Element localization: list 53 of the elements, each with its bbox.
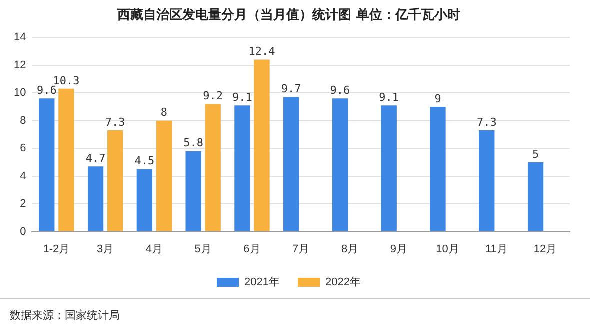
- bar: [254, 60, 270, 232]
- x-tick-label: 6月: [244, 243, 261, 256]
- bar: [528, 162, 544, 232]
- y-tick-label: 0: [20, 226, 26, 238]
- x-tick-label: 5月: [194, 243, 212, 256]
- data-label: 9.2: [203, 90, 224, 103]
- data-label: 9.7: [281, 82, 302, 96]
- bar: [88, 166, 104, 232]
- x-tick-label: 12月: [534, 243, 558, 256]
- bar: [234, 106, 250, 232]
- data-label: 9.1: [232, 90, 252, 104]
- bar: [284, 97, 300, 232]
- bar: [108, 130, 124, 232]
- data-label: 9.1: [379, 90, 400, 104]
- legend-label: 2022年: [326, 276, 361, 289]
- x-tick-label: 8月: [341, 243, 359, 256]
- y-tick-label: 8: [20, 114, 26, 127]
- x-tick-label: 1-2月: [43, 243, 70, 256]
- bar: [39, 98, 55, 232]
- x-tick-label: 11月: [485, 243, 508, 256]
- bar: [186, 151, 202, 232]
- data-label: 4.7: [86, 152, 106, 165]
- x-tick-label: 4月: [146, 243, 164, 256]
- x-tick-label: 3月: [97, 243, 114, 256]
- data-label: 9: [434, 92, 442, 106]
- data-label: 9.6: [330, 84, 350, 97]
- bar: [58, 88, 74, 232]
- bar: [332, 98, 348, 232]
- data-label: 7.3: [476, 116, 497, 129]
- bar: [205, 104, 221, 232]
- chart-title: 西藏自治区发电量分月（当月值）统计图 单位：亿千瓦小时: [116, 7, 460, 24]
- x-tick-label: 7月: [292, 243, 310, 256]
- x-tick-label: 10月: [436, 243, 460, 256]
- data-label: 8: [160, 106, 168, 120]
- source-note: 数据来源：国家统计局: [10, 308, 120, 323]
- data-label: 5.8: [184, 136, 204, 150]
- data-label: 7.3: [105, 116, 126, 129]
- y-tick-label: 14: [14, 32, 26, 44]
- bar: [136, 169, 152, 232]
- y-tick-label: 4: [20, 170, 26, 182]
- y-tick-label: 6: [20, 142, 26, 155]
- bar: [479, 130, 495, 232]
- bar: [156, 120, 172, 232]
- bar: [381, 106, 397, 232]
- legend-label: 2021年: [244, 276, 280, 289]
- y-tick-label: 2: [20, 198, 26, 210]
- bar: [430, 106, 446, 232]
- data-label: 5: [532, 148, 540, 161]
- x-tick-label: 9月: [390, 243, 408, 256]
- data-label: 4.5: [134, 154, 155, 168]
- y-tick-label: 10: [14, 87, 26, 100]
- data-label: 12.4: [248, 45, 276, 58]
- y-tick-label: 12: [14, 59, 26, 72]
